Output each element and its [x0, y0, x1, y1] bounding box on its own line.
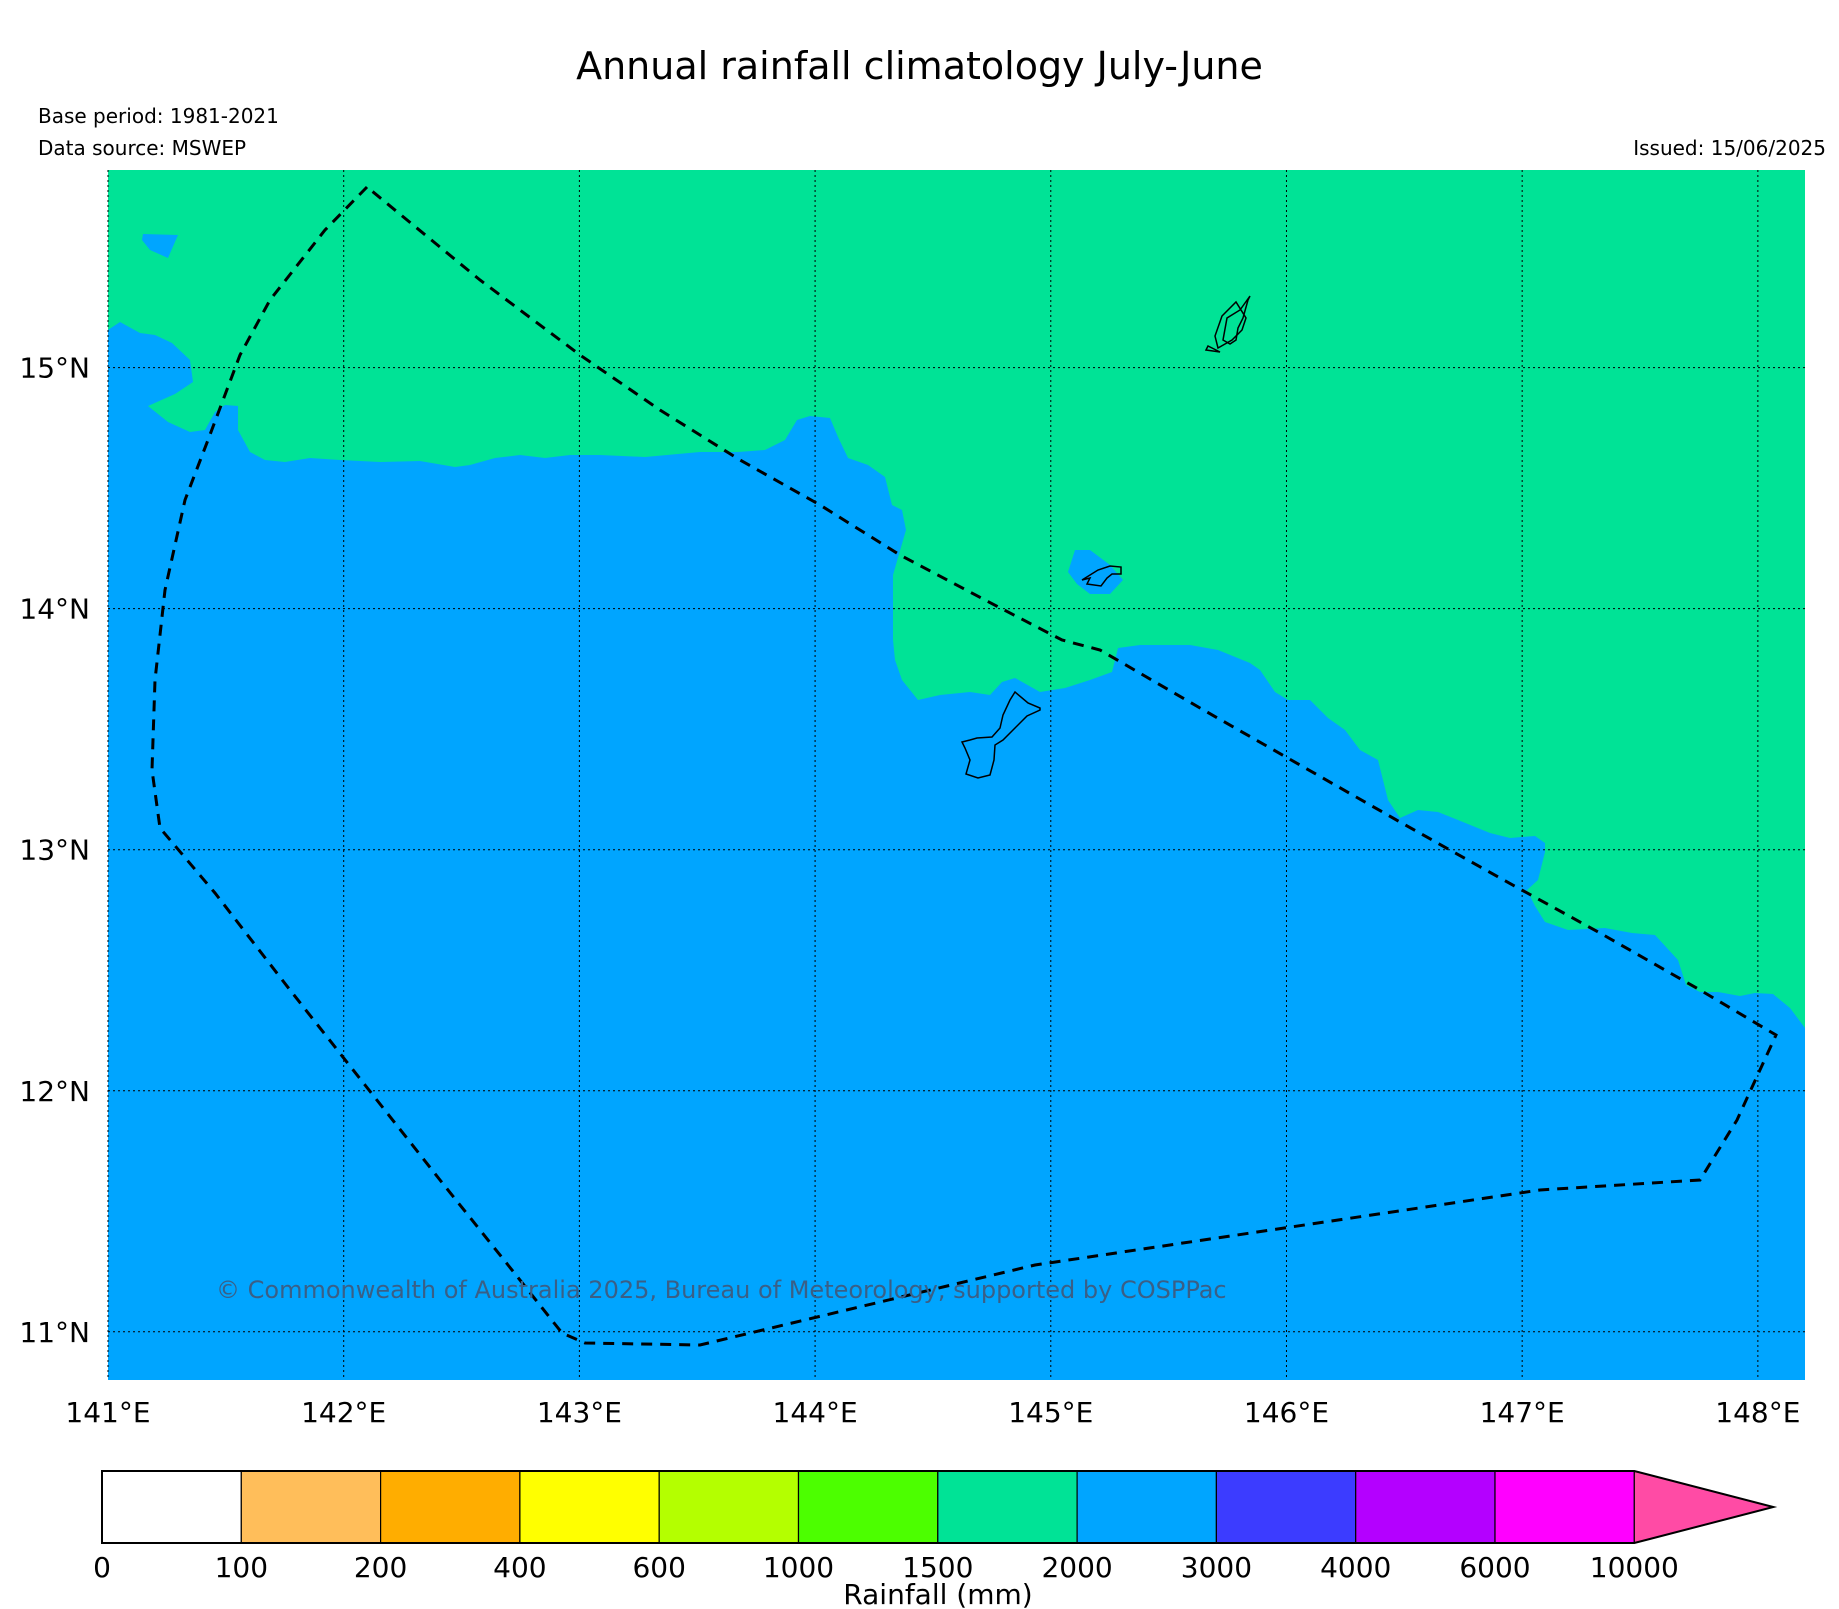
- colorbar-tick-200: 200: [354, 1551, 407, 1584]
- colorbar-tick-6000: 6000: [1459, 1551, 1530, 1584]
- latitude-labels: 11°N 12°N 13°N 14°N 15°N: [19, 352, 90, 1349]
- colorbar-segment-100: [240, 1470, 382, 1544]
- colorbar-segment-4000: [1355, 1470, 1496, 1544]
- lat-label-11: 11°N: [19, 1316, 90, 1349]
- eez-boundary: [150, 184, 1778, 1347]
- lat-label-12: 12°N: [19, 1075, 90, 1108]
- lat-label-13: 13°N: [19, 834, 90, 867]
- colorbar-tick-100: 100: [215, 1551, 268, 1584]
- guam-outline: [960, 690, 1041, 779]
- colorbar-segment-200: [380, 1470, 521, 1544]
- colorbar-tick-2000: 2000: [1041, 1551, 1112, 1584]
- colorbar-segment-600: [658, 1470, 800, 1544]
- lon-label-146: 146°E: [1244, 1396, 1329, 1429]
- gridlines: [107, 170, 1805, 1380]
- data-source: Data source: MSWEP: [38, 136, 247, 160]
- colorbar-segment-3000: [1215, 1470, 1357, 1544]
- colorbar-tick-600: 600: [632, 1551, 685, 1584]
- northern-island-outline: [1222, 295, 1251, 345]
- rainfall-field: [108, 170, 1805, 1380]
- colorbar-tick-4000: 4000: [1320, 1551, 1391, 1584]
- lon-label-141: 141°E: [65, 1396, 150, 1429]
- colorbar-frame: [101, 1470, 1778, 1544]
- blue-islet: [142, 234, 178, 258]
- lon-label-147: 147°E: [1480, 1396, 1565, 1429]
- lat-label-15: 15°N: [19, 352, 90, 385]
- colorbar-label: Rainfall (mm): [843, 1578, 1032, 1609]
- colorbar-segment-6000: [1494, 1470, 1635, 1544]
- colorbar: 0 100 200 400 600 1000 1500 2000 3000 4000 6000 100…: [93, 1470, 1778, 1584]
- colorbar-segment-0: [101, 1470, 242, 1544]
- island-outlines: [960, 295, 1251, 779]
- rota-outline: [1081, 565, 1122, 587]
- lon-label-143: 143°E: [537, 1396, 622, 1429]
- lon-label-148: 148°E: [1715, 1396, 1800, 1429]
- lon-label-144: 144°E: [773, 1396, 858, 1429]
- colorbar-tick-0: 0: [93, 1551, 111, 1584]
- colorbar-segment-1500: [937, 1470, 1078, 1544]
- lon-label-142: 142°E: [301, 1396, 386, 1429]
- map-title: Annual rainfall climatology July-June: [576, 44, 1263, 88]
- lon-label-145: 145°E: [1008, 1396, 1093, 1429]
- longitude-labels: 141°E 142°E 143°E 144°E 145°E 146°E 147°E 148°E: [65, 1396, 1800, 1429]
- colorbar-tick-10000: 10000: [1590, 1551, 1679, 1584]
- saipan-outline: [1214, 300, 1247, 350]
- lat-label-14: 14°N: [19, 593, 90, 626]
- issued-date: Issued: 15/06/2025: [1633, 136, 1826, 160]
- colorbar-segment-400: [519, 1470, 660, 1544]
- base-period: Base period: 1981-2021: [38, 104, 279, 128]
- colorbar-segment-2000: [1076, 1470, 1217, 1544]
- tinian-outline: [1204, 344, 1221, 353]
- colorbar-tick-3000: 3000: [1181, 1551, 1252, 1584]
- copyright-text: © Commonwealth of Australia 2025, Bureau…: [216, 1276, 1227, 1304]
- colorbar-tick-1500: 1500: [902, 1551, 973, 1584]
- colorbar-tick-1000: 1000: [763, 1551, 834, 1584]
- colorbar-extend-arrow: [1633, 1470, 1776, 1544]
- colorbar-tick-400: 400: [493, 1551, 546, 1584]
- band-1500-2000: [108, 170, 1805, 1028]
- colorbar-segment-1000: [797, 1470, 939, 1544]
